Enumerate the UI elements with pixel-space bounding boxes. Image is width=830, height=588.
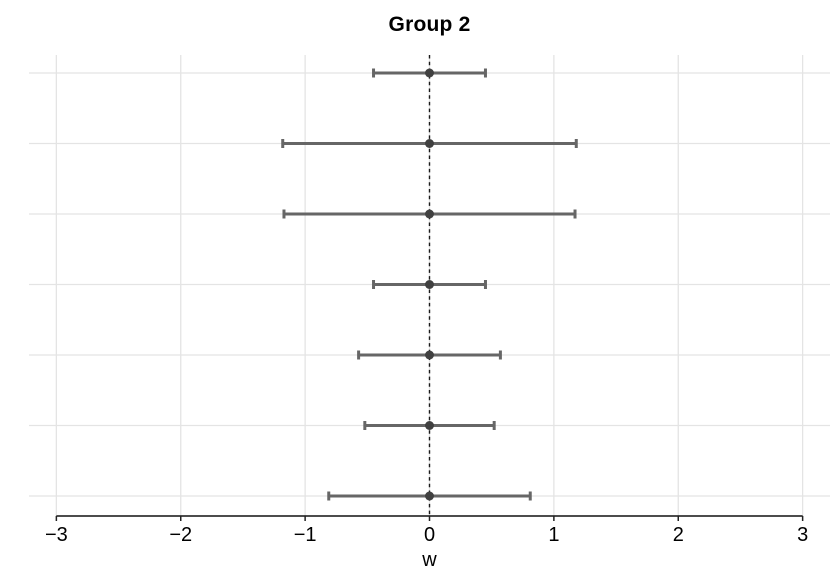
point-marker: [425, 350, 434, 360]
point-marker: [425, 209, 434, 219]
x-tick-label: −2: [169, 524, 192, 546]
x-tick-label: 1: [548, 524, 559, 546]
point-marker: [425, 139, 434, 148]
x-tick-label: 3: [797, 524, 808, 546]
x-tick-label: 0: [424, 524, 435, 546]
x-tick-label: −3: [45, 524, 68, 546]
point-marker: [425, 491, 434, 501]
x-tick-label: −1: [294, 524, 317, 546]
chart-title: Group 2: [388, 13, 471, 36]
x-tick-label: 2: [673, 524, 684, 546]
point-marker: [425, 68, 434, 78]
point-marker: [425, 280, 434, 289]
point-marker: [425, 421, 434, 430]
x-axis-label: w: [422, 549, 437, 571]
